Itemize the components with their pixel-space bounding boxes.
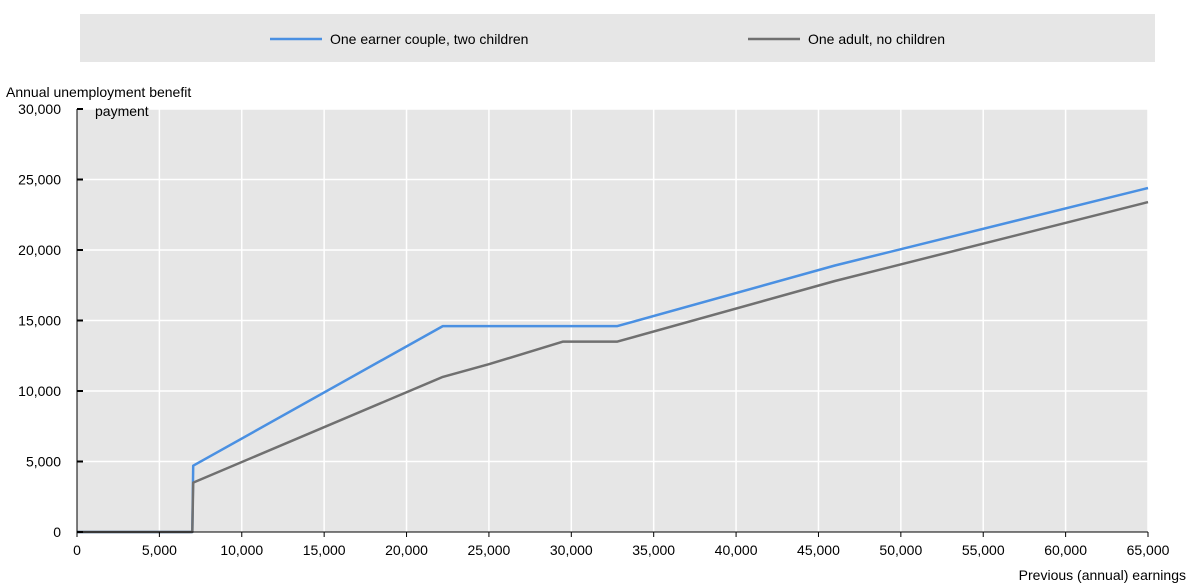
x-axis-title: Previous (annual) earnings — [1019, 567, 1186, 583]
y-tick-label: 10,000 — [18, 383, 61, 399]
x-tick-label: 35,000 — [632, 542, 675, 558]
y-tick-label: 5,000 — [26, 454, 61, 470]
x-tick-label: 65,000 — [1127, 542, 1170, 558]
x-tick-label: 0 — [73, 542, 81, 558]
x-tick-label: 30,000 — [550, 542, 593, 558]
y-tick-label: 30,000 — [18, 101, 61, 117]
x-tick-label: 50,000 — [879, 542, 922, 558]
x-tick-label: 55,000 — [962, 542, 1005, 558]
y-axis-title-line2: payment — [95, 103, 149, 119]
x-tick-label: 45,000 — [797, 542, 840, 558]
x-tick-label: 15,000 — [303, 542, 346, 558]
gridlines — [77, 108, 1149, 532]
y-tick-label: 20,000 — [18, 242, 61, 258]
x-tick-label: 60,000 — [1044, 542, 1087, 558]
legend-background — [80, 14, 1155, 62]
x-tick-label: 25,000 — [468, 542, 511, 558]
legend-label: One adult, no children — [808, 31, 945, 47]
x-tick-label: 40,000 — [715, 542, 758, 558]
y-tick-label: 15,000 — [18, 313, 61, 329]
y-tick-label: 0 — [53, 524, 61, 540]
y-tick-label: 25,000 — [18, 172, 61, 188]
x-tick-label: 20,000 — [385, 542, 428, 558]
legend-label: One earner couple, two children — [330, 31, 528, 47]
x-tick-label: 5,000 — [142, 542, 177, 558]
axes: 0 5,000 10,000 15,000 20,000 25,000 30,000 35,0… — [18, 101, 1169, 558]
series-line — [77, 200, 1149, 534]
x-tick-label: 10,000 — [220, 542, 263, 558]
legend: One earner couple, two children One adult… — [270, 31, 945, 47]
y-axis-title-line1: Annual unemployment benefit — [6, 84, 191, 100]
